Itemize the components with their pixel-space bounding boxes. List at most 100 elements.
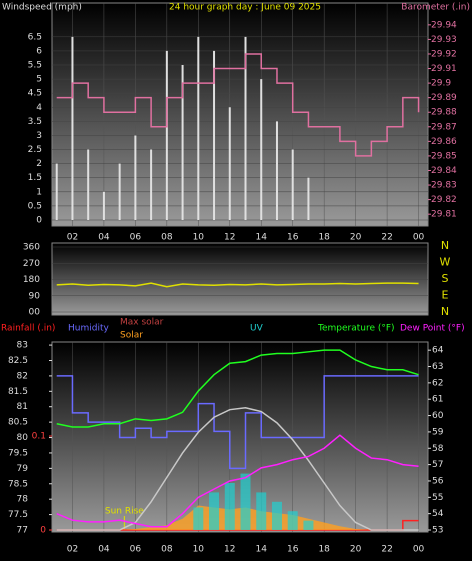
uv-bar (224, 483, 235, 530)
x-tick-label: 14 (256, 545, 268, 555)
panel-climate (51, 341, 429, 533)
y-tick-label: 78.5 (8, 479, 28, 489)
y-tick-label: 29.84 (431, 166, 457, 176)
y-tick-label: 77.5 (8, 510, 28, 520)
x-tick-label: 04 (98, 233, 110, 243)
uv-bar (287, 511, 298, 530)
y-tick-label: 29.85 (431, 151, 457, 161)
y-tick-label: 56 (432, 476, 444, 486)
compass-label: N (441, 239, 449, 252)
y-tick-label: 29.93 (431, 35, 457, 45)
compass-label: S (442, 272, 449, 285)
x-tick-label: 18 (318, 545, 330, 555)
sunrise-label: Sun Rise (105, 507, 144, 517)
y-tick-label: 4.5 (28, 89, 42, 99)
x-tick-label: 00 (413, 545, 425, 555)
panel-wind (51, 2, 429, 227)
x-tick-label: 00 (413, 233, 425, 243)
y-tick-label: 4 (36, 103, 42, 113)
y-tick-label: 29.82 (431, 195, 457, 205)
legend-wind: Windspeed (mph) (2, 3, 82, 13)
y-tick-label: 29.83 (431, 181, 457, 191)
uv-bar (240, 473, 251, 530)
y-tick-label: 29.91 (431, 64, 457, 74)
y-tick-label: 63 (432, 362, 443, 372)
y-tick-label: 1.5 (28, 173, 42, 183)
y-tick-label: 55 (432, 493, 443, 503)
x-tick-label: 18 (318, 233, 330, 243)
uv-bar (303, 520, 314, 530)
x-tick-label: 12 (224, 545, 235, 555)
x-tick-label: 06 (130, 545, 142, 555)
y-tick-label: 54 (432, 509, 444, 519)
y-tick-label: 60 (432, 411, 444, 421)
y-tick-label: 53 (432, 526, 443, 536)
uv-bar (209, 492, 220, 530)
legend-entry: Humidity (68, 324, 109, 334)
panel-direction (51, 242, 429, 316)
y-tick-label: 3 (36, 131, 42, 141)
x-tick-label: 02 (67, 545, 78, 555)
x-tick-label: 22 (381, 233, 392, 243)
x-tick-label: 22 (381, 545, 392, 555)
y-tick-label: 64 (432, 346, 444, 356)
uv-bar (271, 501, 282, 530)
compass-label: N (441, 305, 449, 318)
y-tick-label: 29.94 (431, 20, 457, 30)
uv-bar (256, 492, 267, 530)
y-tick-label: 81.5 (8, 387, 28, 397)
y-tick-label: 6 (36, 46, 42, 56)
x-tick-label: 20 (350, 545, 362, 555)
y-tick-label: 5 (36, 75, 42, 85)
x-tick-label: 10 (193, 545, 205, 555)
legend-entry: Max solar (120, 318, 164, 328)
y-tick-label: 29.9 (431, 79, 451, 89)
y-tick-label: 270 (23, 259, 40, 269)
legend-entry: Temperature (°F) (317, 324, 395, 334)
y-tick-label: 29.81 (431, 210, 457, 220)
y-tick-label: 0.1 (32, 432, 46, 442)
y-tick-label: 00 (29, 308, 41, 318)
y-tick-label: 59 (432, 427, 444, 437)
y-tick-label: 82 (17, 371, 28, 381)
y-tick-label: 82.5 (8, 356, 28, 366)
legend-entry: Rainfall (.in) (1, 324, 55, 334)
x-tick-label: 04 (98, 545, 110, 555)
x-tick-label: 02 (67, 233, 78, 243)
y-tick-label: 79 (17, 464, 29, 474)
legend-entry: UV (250, 324, 264, 334)
y-tick-label: 29.86 (431, 137, 457, 147)
barometer-line (56, 53, 420, 157)
y-tick-label: 3.5 (28, 117, 42, 127)
legend-entry: Dew Point (°F) (400, 324, 465, 334)
y-tick-label: 0.5 (28, 201, 42, 211)
x-tick-label: 08 (161, 545, 173, 555)
y-tick-label: 80.5 (8, 418, 28, 428)
y-tick-label: 0 (36, 216, 42, 226)
x-tick-label: 10 (193, 233, 205, 243)
x-tick-label: 20 (350, 233, 362, 243)
y-tick-label: 29.89 (431, 93, 457, 103)
y-tick-label: 78 (17, 495, 29, 505)
x-tick-label: 16 (287, 545, 299, 555)
solar-area (56, 505, 419, 530)
y-tick-label: 29.88 (431, 108, 457, 118)
series-line (56, 349, 419, 428)
direction-line (56, 282, 419, 288)
y-tick-label: 29.92 (431, 49, 457, 59)
y-tick-label: 360 (23, 243, 40, 253)
x-tick-label: 16 (287, 233, 299, 243)
y-tick-label: 77 (17, 526, 28, 536)
x-tick-label: 06 (130, 233, 142, 243)
y-tick-label: 0 (40, 526, 46, 536)
compass-label: W (440, 256, 451, 269)
x-tick-label: 12 (224, 233, 235, 243)
legend-entry: Solar (120, 331, 143, 341)
x-tick-label: 14 (256, 233, 268, 243)
compass-label: E (442, 289, 449, 302)
y-tick-label: 90 (29, 291, 41, 301)
y-tick-label: 6.5 (28, 32, 42, 42)
y-tick-label: 81 (17, 402, 28, 412)
y-tick-label: 2 (36, 159, 42, 169)
